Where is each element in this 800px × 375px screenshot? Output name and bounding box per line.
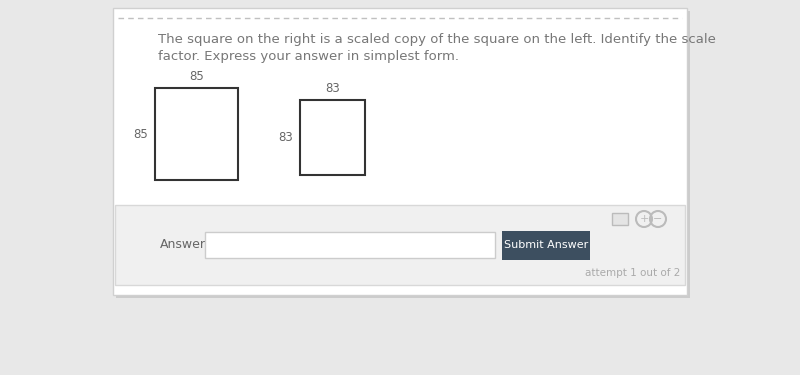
Bar (612, 213, 628, 225)
Bar (205, 232, 495, 258)
Text: factor. Express your answer in simplest form.: factor. Express your answer in simplest … (158, 50, 459, 63)
Text: Submit Answer: Submit Answer (504, 240, 588, 250)
Bar (502, 231, 590, 260)
Text: +: + (639, 214, 649, 224)
Text: Answer:: Answer: (160, 238, 210, 252)
Text: −: − (654, 214, 662, 224)
Text: 83: 83 (325, 82, 340, 95)
Bar (155, 88, 238, 180)
Bar (115, 205, 685, 285)
FancyBboxPatch shape (116, 11, 690, 298)
FancyBboxPatch shape (113, 8, 687, 295)
Text: The square on the right is a scaled copy of the square on the left. Identify the: The square on the right is a scaled copy… (158, 33, 716, 46)
Bar (300, 100, 365, 175)
Text: attempt 1 out of 2: attempt 1 out of 2 (585, 268, 680, 278)
Text: 85: 85 (189, 70, 204, 83)
Text: 85: 85 (134, 128, 148, 141)
Text: 83: 83 (278, 131, 293, 144)
